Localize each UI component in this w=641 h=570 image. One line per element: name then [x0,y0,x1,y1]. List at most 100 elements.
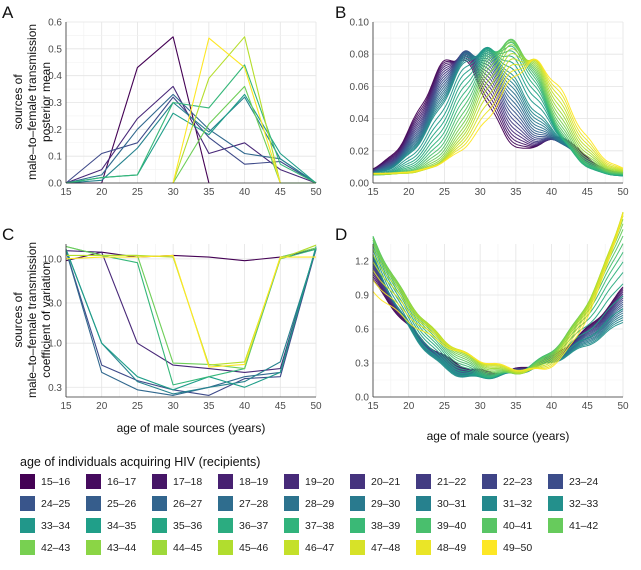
legend-item: 17–18 [152,473,218,490]
legend-item: 25–26 [86,495,152,512]
y-axis-title-line: sources of [11,292,25,348]
y-tick-label: 0.3 [48,98,62,109]
series-line [172,37,281,184]
y-tick-label: 0.06 [350,82,370,93]
y-tick-label: 0.3 [355,359,369,370]
y-axis-title-line: male–to–female transmission [25,24,39,180]
legend-label: 45–46 [239,541,269,554]
x-tick-label: 25 [439,401,451,412]
x-tick-label: 30 [168,187,180,198]
x-tick-label: 30 [475,187,487,198]
legend-label: 43–44 [107,541,137,554]
y-axis-title-line: coefficient of variation [39,262,53,378]
series-line [65,248,317,262]
x-tick-label: 50 [310,187,322,198]
legend-label: 39–40 [437,519,467,532]
legend-item: 47–48 [350,539,416,556]
legend-item: 15–16 [20,473,86,490]
panel-label: D [335,225,347,244]
series-line [372,212,624,374]
legend-swatch [548,518,563,533]
legend-label: 26–27 [173,497,203,510]
legend-label: 34–35 [107,519,137,532]
y-tick-label: 0.10 [350,18,370,29]
legend-swatch [152,496,167,511]
legend-item: 29–30 [350,495,416,512]
y-axis-title-line: sources of [11,74,25,130]
legend-label: 29–30 [371,497,401,510]
y-tick-label: 0.6 [355,325,369,336]
legend-swatch [86,540,101,555]
x-tick-label: 25 [132,187,144,198]
series-line [172,36,281,184]
legend-item: 38–39 [350,517,416,534]
legend-label: 31–32 [503,497,533,510]
legend-swatch [482,496,497,511]
y-axis-title-line: male–to–female transmission [25,242,39,398]
legend-swatch [20,474,35,489]
series-line [372,213,624,374]
legend-swatch [548,496,563,511]
series-line [372,39,624,176]
x-tick-label: 25 [132,401,144,412]
legend-label: 38–39 [371,519,401,532]
series-group [372,38,624,177]
series-line [65,247,317,396]
x-tick-label: 40 [546,187,558,198]
y-tick-label: 0.02 [350,146,370,157]
legend-item: 36–37 [218,517,284,534]
legend-label: 47–48 [371,541,401,554]
legend-swatch [218,496,233,511]
y-axis-title: sources of male–to–female transmission pos… [11,24,53,180]
legend-item: 18–19 [218,473,284,490]
series-line [65,246,317,391]
legend-label: 30–31 [437,497,467,510]
legend-item: 35–36 [152,517,218,534]
legend-label: 28–29 [305,497,335,510]
x-tick-label: 30 [168,401,180,412]
legend-item: 32–33 [548,495,614,512]
y-tick-label: 1.0 [48,339,62,350]
series-line [372,212,624,372]
legend-item: 28–29 [284,495,350,512]
y-tick-label: 0.3 [48,383,62,394]
series-line [65,249,317,396]
y-axis-title: sources of male–to–female transmission coe… [11,242,53,398]
legend-swatch [152,518,167,533]
x-tick-label: 45 [582,187,594,198]
x-tick-label: 15 [367,401,379,412]
legend-title: age of individuals acquiring HIV (recipi… [20,455,261,469]
series-line [65,64,317,184]
series-line [373,58,624,174]
legend-item: 34–35 [86,517,152,534]
series-line [372,236,624,377]
legend-item: 22–23 [482,473,548,490]
legend-swatch [416,496,431,511]
series-line [373,58,624,174]
panel-label: A [2,3,14,22]
legend-item: 16–17 [86,473,152,490]
legend-label: 44–45 [173,541,203,554]
x-tick-label: 40 [239,401,251,412]
x-tick-label: 35 [510,187,522,198]
legend-swatch [350,518,365,533]
legend-item: 40–41 [482,517,548,534]
legend-item: 26–27 [152,495,218,512]
legend-item: 20–21 [350,473,416,490]
legend-label: 22–23 [503,475,533,488]
legend-label: 24–25 [41,497,71,510]
legend-label: 48–49 [437,541,467,554]
x-tick-label: 40 [546,401,558,412]
grid [65,244,317,397]
legend-item: 31–32 [482,495,548,512]
panel-label: B [335,3,346,22]
x-tick-label: 45 [582,401,594,412]
legend-item: 48–49 [416,539,482,556]
legend-label: 49–50 [503,541,533,554]
legend-swatch [350,496,365,511]
panel-c: 15 20 25 30 35 40 45 50 0.3 1.0 3.0 10.0 C [2,225,322,412]
legend-swatch [416,474,431,489]
legend-label: 23–24 [569,475,599,488]
legend-label: 25–26 [107,497,137,510]
legend-item: 45–46 [218,539,284,556]
